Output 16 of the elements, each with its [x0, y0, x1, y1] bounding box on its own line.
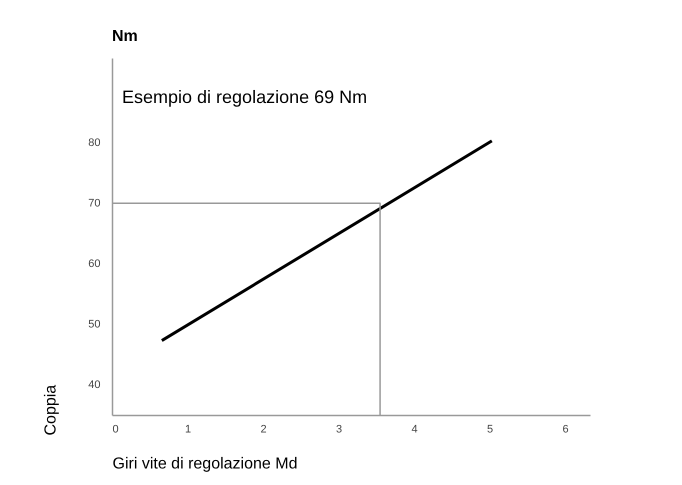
x-tick-label: 0 — [112, 424, 119, 436]
y-tick-label: 60 — [88, 258, 100, 270]
y-axis-title: Coppia — [42, 384, 60, 436]
y-tick-label: 80 — [88, 137, 100, 150]
y-tick-label: 50 — [88, 318, 100, 331]
x-tick-label: 4 — [411, 424, 418, 436]
y-tick-label: 70 — [88, 198, 100, 210]
text: Nm — [112, 28, 138, 45]
annotation: Esempio di regolazione 69 Nm — [122, 87, 368, 107]
y-tick-label: 40 — [88, 379, 100, 392]
x-tick-label: 6 — [562, 424, 569, 436]
x-tick-label: 5 — [487, 424, 494, 436]
x-tick-label: 2 — [260, 424, 267, 436]
x-tick-label: 3 — [336, 424, 342, 436]
x-tick-label: 1 — [184, 424, 192, 436]
x-axis-title: Giri vite di regolazione Md — [112, 456, 298, 472]
